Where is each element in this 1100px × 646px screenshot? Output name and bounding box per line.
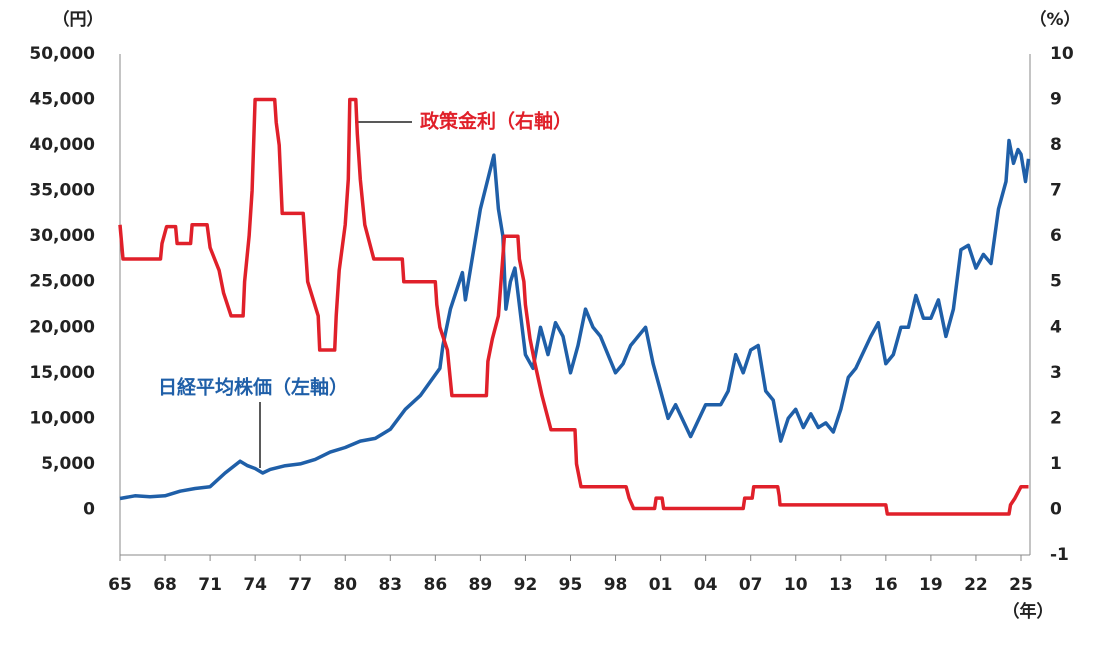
y2-tick-label: 4	[1050, 317, 1062, 337]
x-tick-label: 98	[604, 575, 628, 595]
y2-tick-label: 3	[1050, 363, 1062, 383]
y2-tick-label: -1	[1050, 545, 1069, 565]
x-tick-label: 13	[829, 575, 853, 595]
y-tick-label: 0	[83, 499, 95, 519]
y2-tick-label: 8	[1050, 135, 1062, 155]
y-tick-label: 45,000	[29, 90, 95, 110]
data-line	[119, 138, 1031, 501]
x-tick-label: 92	[514, 575, 538, 595]
y2-tick-label: 1	[1050, 454, 1062, 474]
x-tick-label: 74	[243, 575, 267, 595]
y2-axis-label: （%）	[1029, 9, 1080, 30]
y-tick-label: 20,000	[29, 317, 95, 337]
y-tick-label: 50,000	[29, 44, 95, 64]
x-tick-label: 71	[198, 575, 222, 595]
y2-tick-label: 7	[1050, 181, 1062, 201]
x-tick-label: 10	[784, 575, 808, 595]
x-tick-label: 68	[153, 575, 177, 595]
x-tick-label: 65	[108, 575, 132, 595]
data-line	[118, 97, 1029, 516]
x-tick-label: 77	[288, 575, 312, 595]
y-tick-label: 5,000	[41, 454, 95, 474]
x-tick-label: 01	[649, 575, 673, 595]
y2-tick-label: 10	[1050, 44, 1074, 64]
y-tick-label: 25,000	[29, 272, 95, 292]
x-tick-label: 22	[964, 575, 988, 595]
x-tick-label: 16	[874, 575, 898, 595]
x-tick-label: 19	[919, 575, 943, 595]
y-tick-label: 30,000	[29, 226, 95, 246]
x-tick-label: 80	[333, 575, 357, 595]
x-tick-label: 25	[1009, 575, 1033, 595]
y-axis-label: （円）	[53, 9, 104, 30]
x-tick-label: 95	[559, 575, 583, 595]
x-tick-label: 07	[739, 575, 763, 595]
x-tick-label: 04	[694, 575, 718, 595]
x-tick-label: 83	[378, 575, 402, 595]
y2-tick-label: 9	[1050, 90, 1062, 110]
x-axis-label: （年）	[1003, 601, 1054, 622]
y-tick-label: 40,000	[29, 135, 95, 155]
x-tick-label: 89	[469, 575, 493, 595]
series-label: 政策金利（右軸）	[420, 110, 572, 133]
y2-tick-label: 2	[1050, 408, 1062, 428]
y-tick-label: 10,000	[29, 408, 95, 428]
series-label: 日経平均株価（左軸）	[158, 376, 348, 399]
y2-tick-label: 6	[1050, 226, 1062, 246]
y-tick-label: 15,000	[29, 363, 95, 383]
y2-tick-label: 0	[1050, 499, 1062, 519]
y-tick-label: 35,000	[29, 181, 95, 201]
y2-tick-label: 5	[1050, 272, 1062, 292]
x-tick-label: 86	[424, 575, 448, 595]
